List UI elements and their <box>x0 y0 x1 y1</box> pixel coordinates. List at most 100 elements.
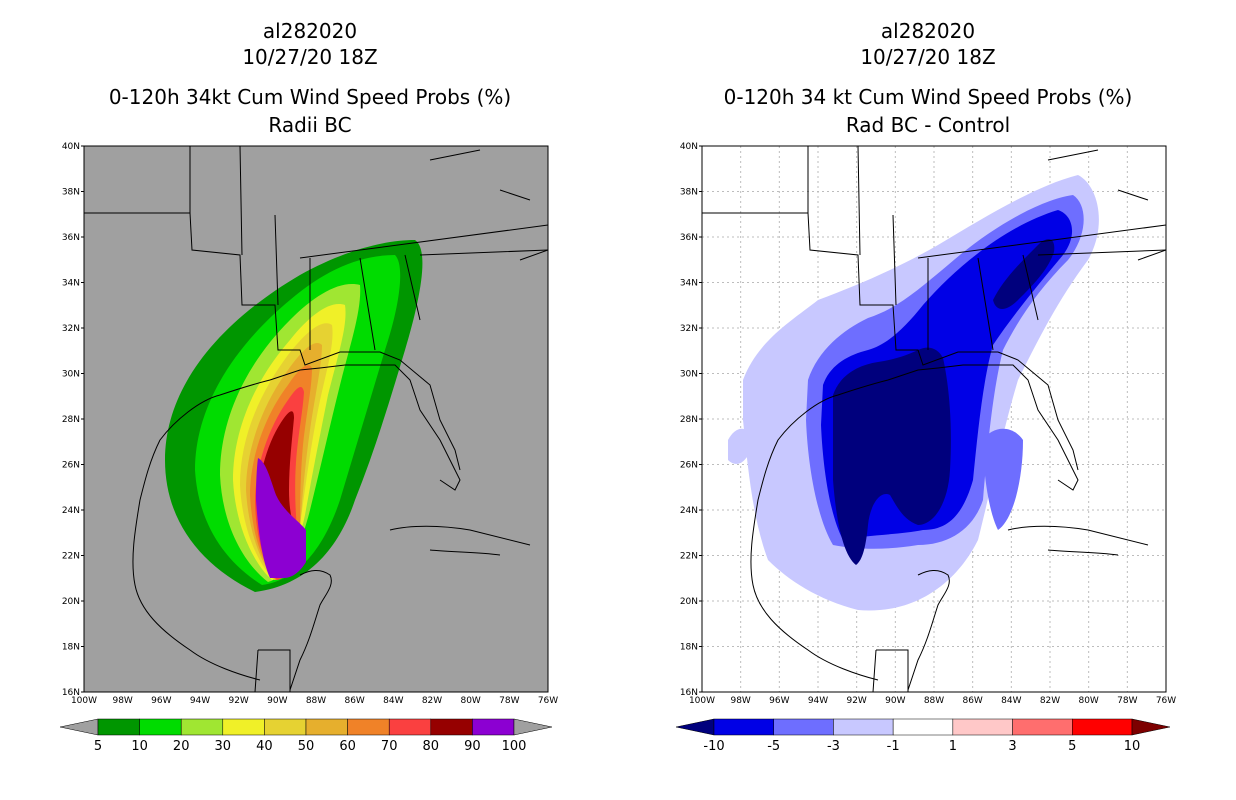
lon-tick-label: 76W <box>1156 696 1176 706</box>
lat-tick-label: 16N <box>62 688 80 698</box>
lat-tick-label: 26N <box>62 461 80 471</box>
left-product-title: 0-120h 34kt Cum Wind Speed Probs (%) <box>108 85 512 109</box>
colorbar-label: 60 <box>339 739 356 754</box>
colorbar-swatch <box>347 718 390 736</box>
lat-tick-label: 16N <box>680 688 698 698</box>
lon-tick-label: 82W <box>1040 696 1060 706</box>
colorbar-low-arrow <box>675 718 715 736</box>
lon-tick-label: 84W <box>1001 696 1021 706</box>
lat-tick-label: 24N <box>680 506 698 516</box>
lon-tick-label: 96W <box>151 696 171 706</box>
right-datetime: 10/27/20 18Z <box>860 45 996 69</box>
left-datetime: 10/27/20 18Z <box>242 45 378 69</box>
left-lat-axis: 40N 38N 36N 34N 32N 30N 28N 26N 24N 22N 20N 18N 16N <box>62 142 84 698</box>
right-lon-axis: 100W 98W 96W 94W 92W 90W 88W 86W 84W 82W 80W 78W 76W <box>689 696 1176 706</box>
colorbar-swatch <box>388 718 432 736</box>
colorbar-swatch <box>222 718 265 736</box>
lon-tick-label: 90W <box>267 696 287 706</box>
colorbar-label: 20 <box>173 739 190 754</box>
colorbar-label: 70 <box>381 739 398 754</box>
colorbar-swatch <box>305 718 348 736</box>
colorbar-label: 10 <box>131 739 148 754</box>
colorbar-label: 90 <box>464 739 481 754</box>
lon-tick-label: 98W <box>730 696 750 706</box>
right-storm-id: al282020 <box>880 19 976 43</box>
colorbar-high-arrow <box>513 718 553 736</box>
colorbar-swatch <box>97 718 140 736</box>
lon-tick-label: 78W <box>1117 696 1137 706</box>
lat-tick-label: 26N <box>680 461 698 471</box>
right-subtitle: Rad BC - Control <box>845 113 1011 137</box>
colorbar-swatch <box>139 718 182 736</box>
right-difference-shading <box>702 146 1166 692</box>
colorbar-swatch <box>180 718 224 736</box>
lat-tick-label: 24N <box>62 506 80 516</box>
right-map: 40N38N36N34N32N30N28N26N24N22N20N18N16N … <box>675 142 1176 754</box>
colorbar-label: 5 <box>94 739 102 754</box>
colorbar-swatch <box>472 718 515 736</box>
lon-tick-label: 88W <box>924 696 944 706</box>
lat-tick-label: 32N <box>680 324 698 334</box>
lon-tick-label: 82W <box>422 696 442 706</box>
lat-tick-label: 18N <box>62 643 80 653</box>
left-probability-shading <box>84 146 548 692</box>
lon-tick-label: 86W <box>344 696 364 706</box>
colorbar-swatch <box>1012 718 1073 736</box>
lat-tick-label: 20N <box>680 597 698 607</box>
colorbar-label: -10 <box>703 739 724 754</box>
lat-tick-label: 34N <box>680 279 698 289</box>
right-coastlines <box>702 146 1166 692</box>
lon-tick-label: 76W <box>538 696 558 706</box>
left-storm-id: al282020 <box>262 19 358 43</box>
right-lat-axis: 40N 38N 36N 34N 32N 30N 28N 26N 24N 22N 20N 18N 16N <box>680 142 702 698</box>
colorbar-swatch <box>430 718 473 736</box>
left-coastlines <box>84 146 548 692</box>
colorbar-label: 3 <box>1008 739 1016 754</box>
right-colorbar: -10 -5 -3 -1 1 3 5 10 <box>675 718 1171 754</box>
lon-tick-label: 86W <box>962 696 982 706</box>
lat-tick-label: 38N <box>62 188 80 198</box>
colorbar-label: 80 <box>423 739 440 754</box>
lat-tick-label: 22N <box>680 552 698 562</box>
right-title-block: al282020 10/27/20 18Z 0-120h 34 kt Cum W… <box>648 18 1208 138</box>
colorbar-swatch <box>892 718 954 736</box>
colorbar-swatch <box>773 718 834 736</box>
left-map: 40N38N36N34N32N30N28N26N24N22N20N18N16N … <box>59 142 558 754</box>
lon-tick-label: 88W <box>306 696 326 706</box>
colorbar-label: 1 <box>949 739 957 754</box>
left-colorbar: 5 10 20 30 40 50 60 70 80 90 100 <box>59 718 553 754</box>
lon-tick-label: 90W <box>885 696 905 706</box>
lon-tick-label: 94W <box>190 696 210 706</box>
colorbar-swatch <box>1072 718 1133 736</box>
lat-tick-label: 28N <box>680 415 698 425</box>
lat-tick-label: 40N <box>62 142 80 152</box>
left-subtitle: Radii BC <box>268 113 352 137</box>
lat-tick-label: 30N <box>62 370 80 380</box>
colorbar-label: -1 <box>887 739 900 754</box>
lon-tick-label: 100W <box>689 696 715 706</box>
lon-tick-label: 78W <box>499 696 519 706</box>
lat-tick-label: 38N <box>680 188 698 198</box>
colorbar-swatch <box>264 718 307 736</box>
colorbar-label: 5 <box>1068 739 1076 754</box>
lon-tick-label: 98W <box>112 696 132 706</box>
colorbar-label: 30 <box>215 739 232 754</box>
lat-tick-label: 20N <box>62 597 80 607</box>
left-title-block: al282020 10/27/20 18Z 0-120h 34kt Cum Wi… <box>30 18 590 138</box>
lat-tick-label: 36N <box>62 233 80 243</box>
lat-tick-label: 30N <box>680 370 698 380</box>
left-lon-axis: 100W 98W 96W 94W 92W 90W 88W 86W 84W 82W 80W 78W 76W <box>71 696 558 706</box>
colorbar-label: -5 <box>767 739 780 754</box>
colorbar-label: 40 <box>256 739 273 754</box>
colorbar-label: -3 <box>827 739 840 754</box>
lat-tick-label: 34N <box>62 279 80 289</box>
lon-tick-label: 92W <box>228 696 248 706</box>
colorbar-swatch <box>713 718 774 736</box>
lon-tick-label: 100W <box>71 696 97 706</box>
colorbar-swatch <box>952 718 1013 736</box>
lat-tick-label: 28N <box>62 415 80 425</box>
lat-tick-label: 32N <box>62 324 80 334</box>
colorbar-swatch <box>833 718 894 736</box>
lat-tick-label: 18N <box>680 643 698 653</box>
lon-tick-label: 96W <box>769 696 789 706</box>
